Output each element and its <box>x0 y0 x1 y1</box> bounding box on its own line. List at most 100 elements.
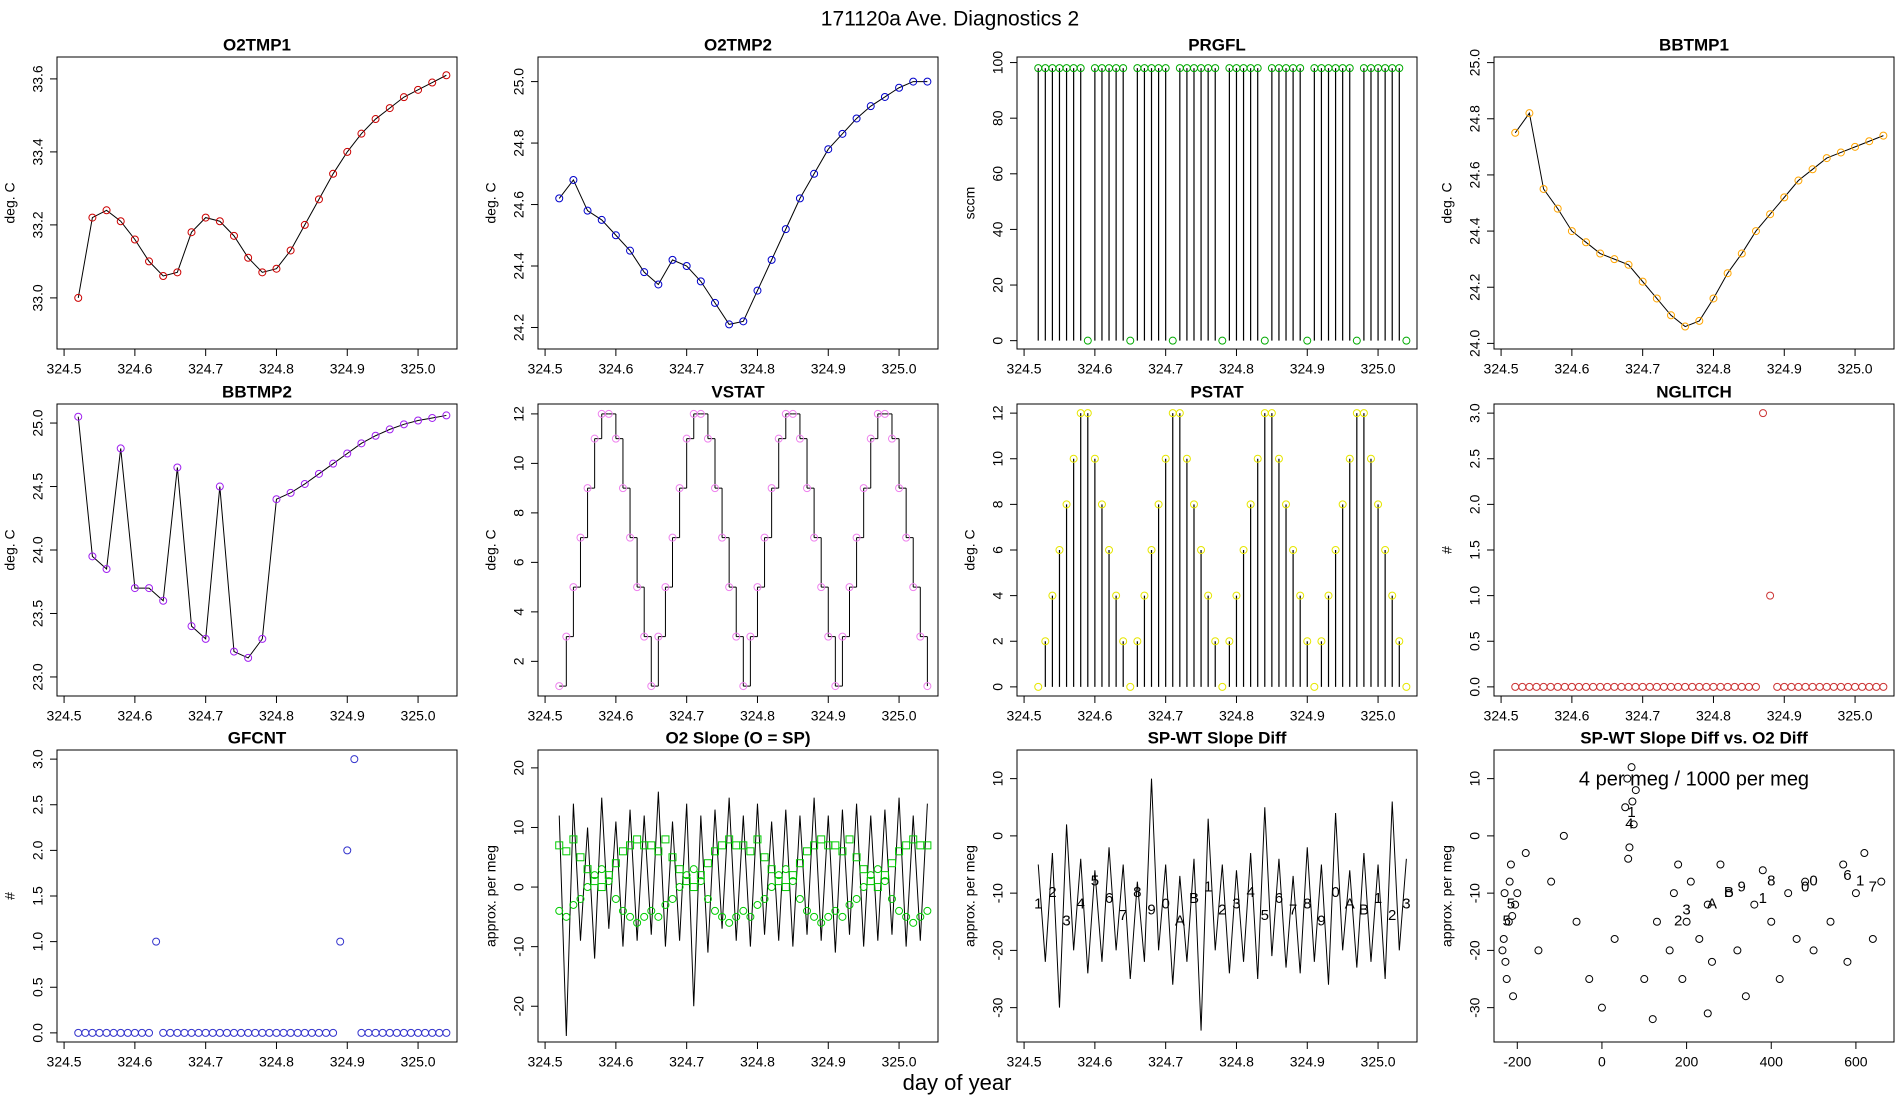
marker <box>1062 500 1071 509</box>
marker <box>895 906 904 915</box>
marker <box>1359 409 1368 418</box>
x-tick-label: 324.5 <box>47 1054 82 1070</box>
point-label: 2 <box>1218 901 1226 918</box>
y-tick-label: 1.0 <box>30 932 46 952</box>
point-label: B <box>1724 884 1734 901</box>
marker <box>1707 957 1716 966</box>
marker <box>824 145 833 154</box>
marker <box>569 583 578 592</box>
marker <box>1041 637 1050 646</box>
marker <box>1246 500 1255 509</box>
y-tick-label: 24.6 <box>511 191 527 218</box>
marker <box>583 883 592 892</box>
plot-frame <box>56 749 458 1043</box>
marker <box>753 835 762 844</box>
marker <box>1090 454 1099 463</box>
marker <box>746 632 755 641</box>
marker <box>1317 637 1326 646</box>
marker <box>668 853 677 862</box>
point-label: 1 <box>1204 878 1212 895</box>
marker <box>710 847 719 856</box>
marker <box>576 853 585 862</box>
marker <box>569 175 578 184</box>
marker <box>1709 294 1718 303</box>
x-tick-label: 324.5 <box>528 1054 563 1070</box>
marker <box>1511 128 1520 137</box>
marker <box>795 894 804 903</box>
marker <box>590 871 599 880</box>
point-label: 6 <box>1275 890 1283 907</box>
marker <box>583 865 592 874</box>
y-tick-label: 6 <box>511 558 527 566</box>
point-label: 1 <box>1374 890 1382 907</box>
marker <box>838 847 847 856</box>
marker <box>229 231 238 240</box>
marker <box>1766 591 1775 600</box>
x-tick-label: 324.8 <box>740 708 775 724</box>
x-tick-label: 324.7 <box>669 1054 704 1070</box>
y-tick-label: 33.6 <box>30 65 46 92</box>
marker <box>187 228 196 237</box>
marker <box>1345 454 1354 463</box>
x-tick-label: 324.6 <box>598 708 633 724</box>
marker <box>880 877 889 886</box>
marker <box>703 859 712 868</box>
y-tick-label: 8 <box>990 500 1006 508</box>
x-tick-label: 324.6 <box>1077 708 1112 724</box>
point-label: 1 <box>1627 804 1635 821</box>
marker <box>859 883 868 892</box>
marker <box>675 865 684 874</box>
marker <box>173 268 182 277</box>
marker <box>1767 917 1776 926</box>
marker <box>1860 849 1869 858</box>
marker <box>74 412 83 421</box>
marker <box>88 213 97 222</box>
marker <box>788 877 797 886</box>
marker <box>428 413 437 422</box>
y-tick-label: 25.0 <box>30 409 46 436</box>
marker <box>1352 336 1361 345</box>
x-tick-label: 400 <box>1760 1054 1784 1070</box>
marker <box>597 865 606 874</box>
marker <box>626 533 635 542</box>
y-tick-label: 2.5 <box>30 795 46 815</box>
marker <box>725 320 734 329</box>
marker <box>1521 849 1530 858</box>
marker <box>371 431 380 440</box>
marker <box>866 871 875 880</box>
marker <box>1610 934 1619 943</box>
marker <box>838 129 847 138</box>
marker <box>1395 637 1404 646</box>
marker <box>611 859 620 868</box>
point-label: 1 <box>1759 890 1767 907</box>
marker <box>654 632 663 641</box>
marker <box>633 918 642 927</box>
marker <box>909 918 918 927</box>
marker <box>1204 591 1213 600</box>
marker <box>1758 866 1767 875</box>
y-tick-label: 1.0 <box>1467 586 1483 606</box>
marker <box>880 409 889 418</box>
marker <box>845 583 854 592</box>
marker <box>329 1028 338 1037</box>
marker <box>902 912 911 921</box>
y-axis-label: # <box>2 892 18 900</box>
y-tick-label: 10 <box>990 771 1006 787</box>
marker <box>682 434 691 443</box>
marker <box>1681 322 1690 331</box>
marker <box>1513 889 1522 898</box>
marker <box>831 906 840 915</box>
marker <box>1801 877 1810 886</box>
marker <box>1724 889 1733 898</box>
marker <box>1303 336 1312 345</box>
y-tick-label: 10 <box>1467 771 1483 787</box>
marker <box>1402 336 1411 345</box>
marker <box>590 877 599 886</box>
marker <box>343 147 352 156</box>
marker <box>618 906 627 915</box>
marker <box>1069 454 1078 463</box>
marker <box>152 937 161 946</box>
marker <box>1083 409 1092 418</box>
marker <box>1105 546 1114 554</box>
x-tick-label: 0 <box>1598 1054 1606 1070</box>
